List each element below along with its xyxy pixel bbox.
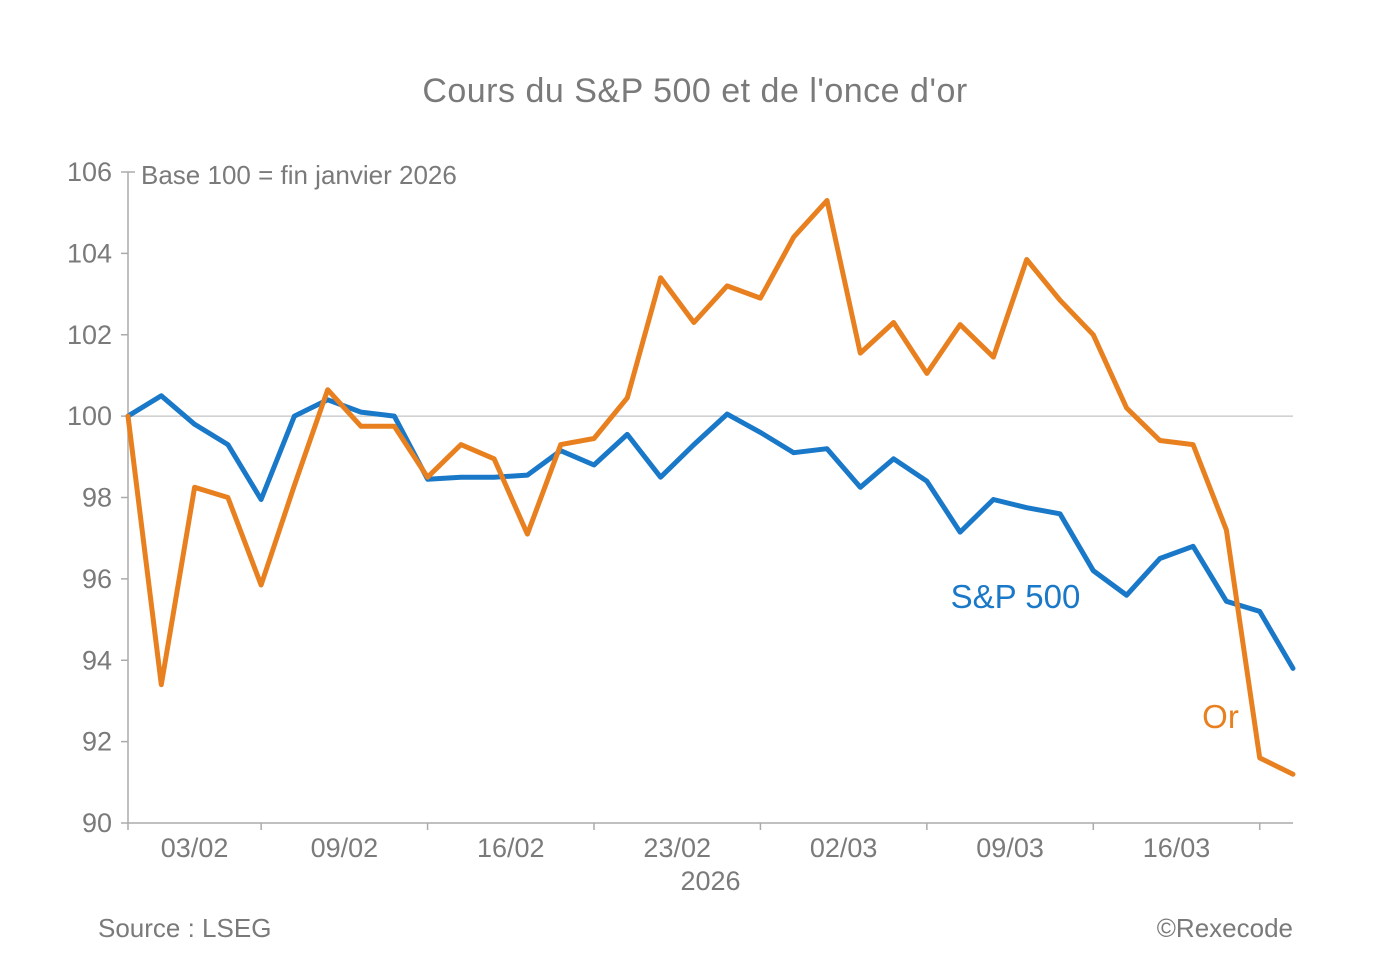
y-tick-label: 96	[82, 564, 112, 594]
y-tick-label: 90	[82, 808, 112, 838]
y-tick-label: 98	[82, 483, 112, 513]
sp500-line	[125, 393, 1296, 671]
x-tick-label: 09/02	[311, 833, 379, 863]
x-axis-year-label: 2026	[680, 866, 740, 896]
x-tick-label: 09/03	[976, 833, 1044, 863]
source-note: Source : LSEG	[98, 913, 272, 943]
chart-title: Cours du S&P 500 et de l'once d'or	[422, 72, 968, 110]
y-tick-label: 100	[67, 401, 112, 431]
copyright-note: ©Rexecode	[1156, 913, 1293, 943]
base-100-annotation: Base 100 = fin janvier 2026	[141, 160, 457, 190]
or-line	[125, 198, 1296, 777]
x-tick-label: 02/03	[810, 833, 878, 863]
x-tick-label: 16/03	[1143, 833, 1211, 863]
y-tick-label: 106	[67, 157, 112, 187]
y-tick-label: 102	[67, 320, 112, 350]
or-series-label: Or	[1202, 698, 1239, 735]
y-tick-label: 104	[67, 238, 112, 268]
y-tick-label: 92	[82, 727, 112, 757]
y-tick-label: 94	[82, 645, 112, 675]
x-tick-label: 16/02	[477, 833, 545, 863]
x-tick-label: 03/02	[161, 833, 229, 863]
sp500-series-label: S&P 500	[950, 578, 1081, 615]
x-tick-label: 23/02	[643, 833, 711, 863]
